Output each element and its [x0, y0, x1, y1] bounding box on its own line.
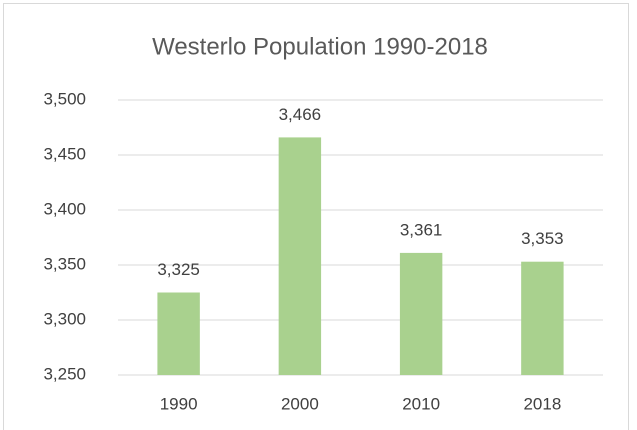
data-label: 3,325	[157, 260, 200, 279]
data-label: 3,466	[279, 105, 322, 124]
y-tick-label: 3,400	[43, 199, 86, 218]
x-tick-label: 1990	[160, 394, 198, 413]
data-label: 3,353	[521, 229, 564, 248]
bar	[521, 261, 564, 375]
x-tick-label: 2010	[402, 394, 440, 413]
y-tick-label: 3,250	[43, 364, 86, 383]
y-tick-label: 3,450	[43, 144, 86, 163]
y-tick-label: 3,350	[43, 254, 86, 273]
bar	[278, 137, 322, 375]
y-tick-label: 3,300	[43, 309, 86, 328]
bar	[157, 292, 200, 375]
x-tick-label: 2018	[523, 394, 561, 413]
chart-title: Westerlo Population 1990-2018	[152, 33, 488, 60]
x-tick-label: 2000	[281, 394, 319, 413]
data-label: 3,361	[400, 220, 443, 239]
y-tick-label: 3,500	[43, 89, 86, 108]
bar	[399, 252, 443, 375]
